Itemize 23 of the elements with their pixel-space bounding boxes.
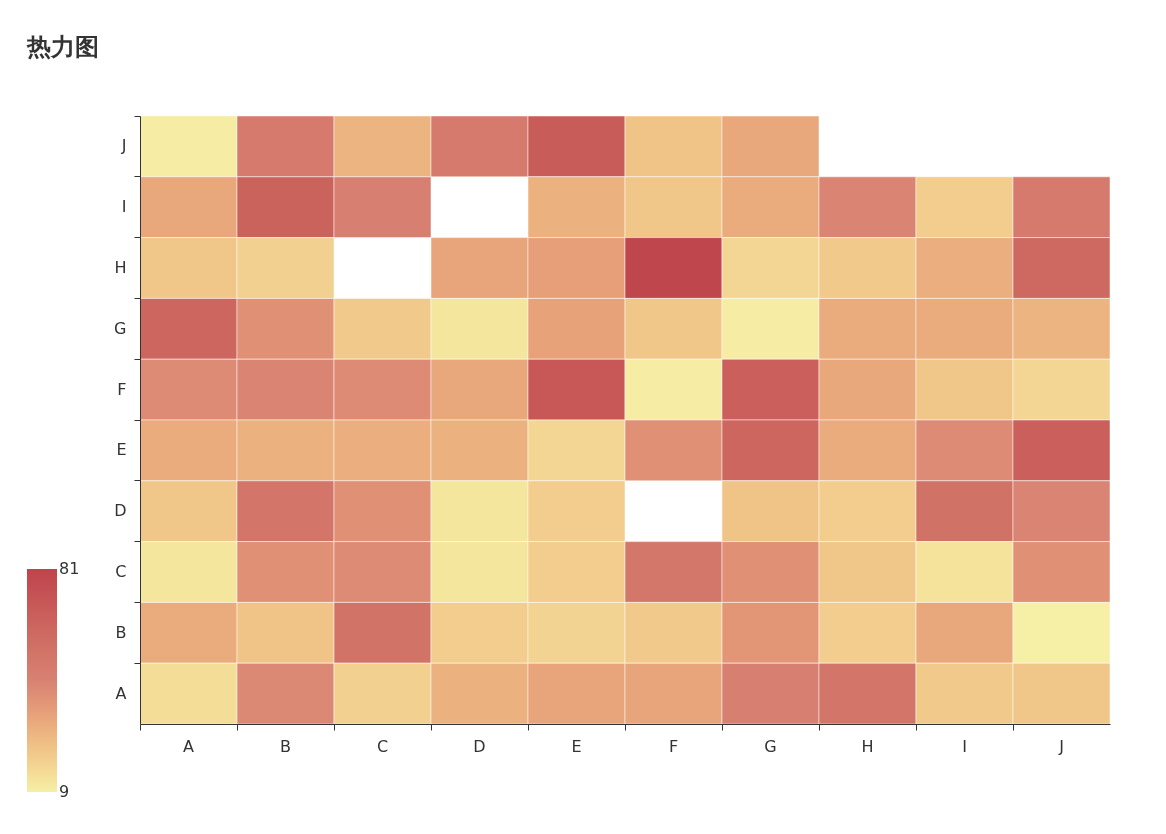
chart-title: 热力图 [26, 32, 99, 61]
x-tick-label: A [183, 736, 195, 756]
y-tick-label: B [115, 622, 127, 642]
y-tick-label: H [114, 258, 127, 277]
x-tick-label: C [376, 736, 389, 756]
color-bar-label: 81 [59, 559, 80, 578]
x-tick-label: E [571, 736, 582, 756]
y-tick-label: E [116, 440, 127, 460]
x-tick-label: H [861, 736, 874, 756]
x-tick-label: D [473, 736, 486, 756]
x-tick-label: J [1058, 736, 1064, 756]
y-tick-label: J [120, 136, 127, 156]
y-tick-label: A [115, 683, 127, 703]
x-tick-label: I [962, 736, 967, 756]
color-bar-label: 9 [59, 782, 70, 801]
x-tick-label: G [764, 736, 777, 756]
y-tick-label: D [114, 501, 127, 521]
y-tick-label: I [121, 197, 127, 217]
y-tick-label: G [114, 318, 127, 338]
x-tick-label: B [280, 736, 291, 756]
y-tick-label: C [115, 562, 127, 581]
y-tick-label: F [117, 379, 127, 399]
x-tick-label: F [668, 736, 679, 756]
